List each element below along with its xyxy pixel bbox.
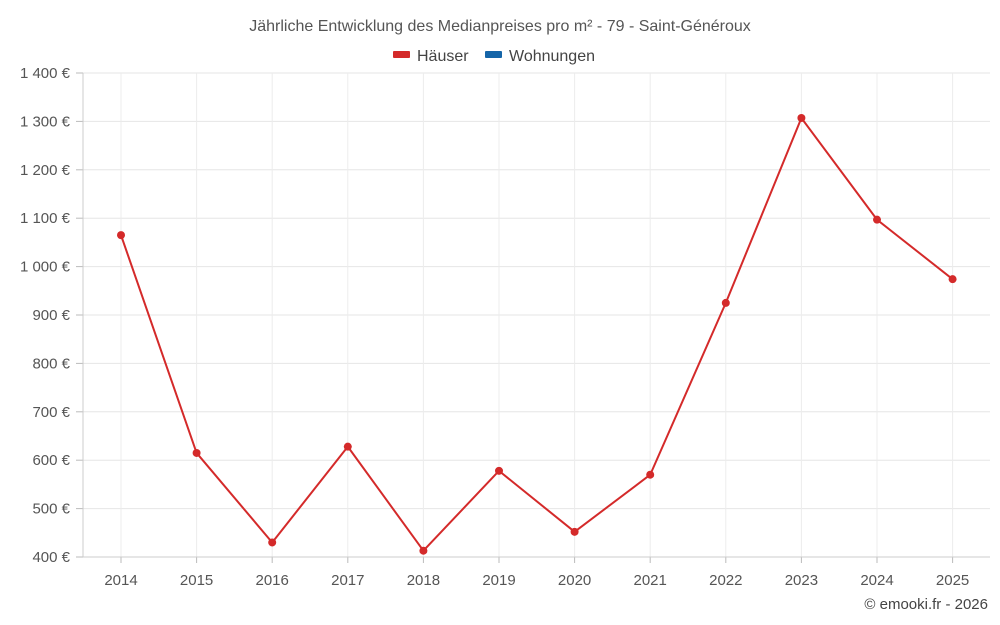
data-point[interactable] <box>268 538 277 547</box>
y-tick-label: 1 100 € <box>20 210 71 227</box>
x-axis: 2014 2015 2016 2017 2018 2019 2020 2021 2022 2023… <box>83 556 990 589</box>
x-tick-label: 2014 <box>104 572 137 589</box>
grid <box>83 72 990 558</box>
data-point[interactable] <box>721 298 730 307</box>
y-tick-label: 1 300 € <box>20 113 71 130</box>
y-tick-label: 1 000 € <box>20 259 71 276</box>
data-point[interactable] <box>495 466 503 475</box>
legend: Häuser Wohnungen <box>393 48 595 65</box>
x-tick-label: 2017 <box>331 572 364 589</box>
x-tick-label: 2020 <box>558 572 591 589</box>
legend-item-wohnungen[interactable]: Wohnungen <box>485 48 595 65</box>
legend-swatch-wohnungen <box>485 51 502 58</box>
data-point[interactable] <box>117 231 125 240</box>
chart-title: Jährliche Entwicklung des Medianpreises … <box>249 18 751 35</box>
legend-label-wohnungen: Wohnungen <box>509 48 595 65</box>
data-point[interactable] <box>570 527 579 536</box>
legend-swatch-haeuser <box>393 51 410 58</box>
x-tick-label: 2015 <box>180 572 213 589</box>
data-point[interactable] <box>192 448 201 457</box>
data-point[interactable] <box>343 442 352 451</box>
credit-text: © emooki.fr - 2026 <box>864 596 988 613</box>
y-tick-label: 800 € <box>32 355 70 372</box>
x-tick-label: 2021 <box>634 572 667 589</box>
legend-label-haeuser: Häuser <box>417 48 469 65</box>
y-tick-label: 600 € <box>32 452 70 469</box>
y-tick-label: 1 200 € <box>20 162 71 179</box>
data-point[interactable] <box>948 275 957 284</box>
legend-item-haeuser[interactable]: Häuser <box>393 48 469 65</box>
x-tick-label: 2016 <box>256 572 289 589</box>
y-axis: 400 € 500 € 600 € 700 € 800 € 900 € 1 000 € 1 1… <box>20 65 84 566</box>
data-point[interactable] <box>873 215 881 224</box>
y-tick-label: 900 € <box>32 307 70 324</box>
data-point[interactable] <box>797 114 806 123</box>
x-tick-label: 2024 <box>860 572 893 589</box>
y-tick-label: 700 € <box>32 404 70 421</box>
series-haeuser <box>117 114 957 555</box>
y-tick-label: 1 400 € <box>20 65 71 82</box>
data-point[interactable] <box>419 546 428 555</box>
series-line <box>120 117 954 552</box>
x-tick-label: 2018 <box>407 572 440 589</box>
x-tick-label: 2019 <box>482 572 515 589</box>
x-tick-label: 2022 <box>709 572 742 589</box>
y-tick-label: 500 € <box>32 501 70 518</box>
y-tick-label: 400 € <box>32 549 70 566</box>
x-tick-label: 2025 <box>936 572 969 589</box>
data-point[interactable] <box>646 470 655 479</box>
x-tick-label: 2023 <box>785 572 818 589</box>
